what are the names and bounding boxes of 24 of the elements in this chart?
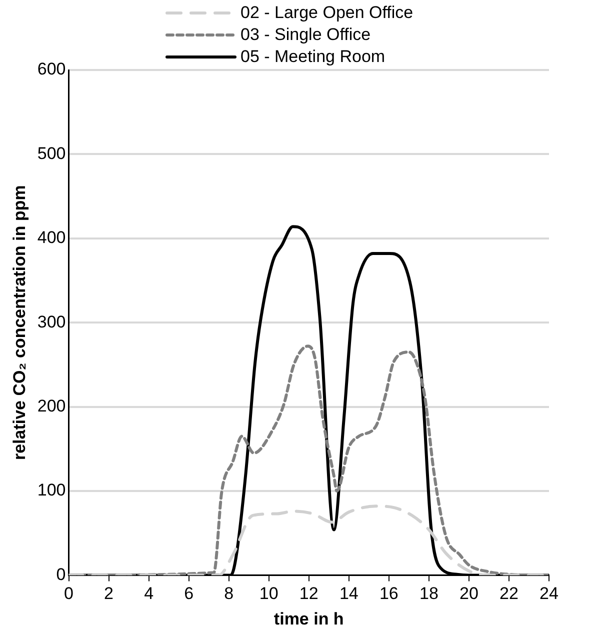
x-tick-label: 6 — [184, 584, 194, 604]
y-axis-title: relative CO₂ concentration in ppm — [10, 185, 29, 460]
x-tick-label: 8 — [224, 584, 234, 604]
x-axis-title: time in h — [274, 609, 344, 628]
x-tick-label: 16 — [379, 584, 398, 604]
x-tick-label: 10 — [259, 584, 278, 604]
legend-label: 03 - Single Office — [240, 25, 371, 45]
x-tick-label: 12 — [299, 584, 318, 604]
y-tick-label: 0 — [56, 564, 66, 584]
x-tick-label: 2 — [104, 584, 114, 604]
x-tick-label: 14 — [339, 584, 358, 604]
y-tick-label: 100 — [37, 480, 66, 500]
x-tick-label: 18 — [419, 584, 438, 604]
x-tick-label: 22 — [500, 584, 518, 604]
legend-label: 02 - Large Open Office — [240, 3, 414, 23]
y-tick-label: 200 — [37, 396, 66, 416]
y-tick-label: 500 — [37, 144, 66, 163]
y-tick-label: 400 — [37, 228, 66, 248]
x-tick-label: 4 — [144, 584, 154, 604]
y-tick-label: 300 — [37, 312, 66, 332]
x-tick-label: 20 — [460, 584, 478, 604]
x-tick-label: 24 — [540, 584, 558, 604]
legend-label: 05 - Meeting Room — [240, 47, 386, 67]
y-tick-label: 600 — [37, 60, 66, 79]
